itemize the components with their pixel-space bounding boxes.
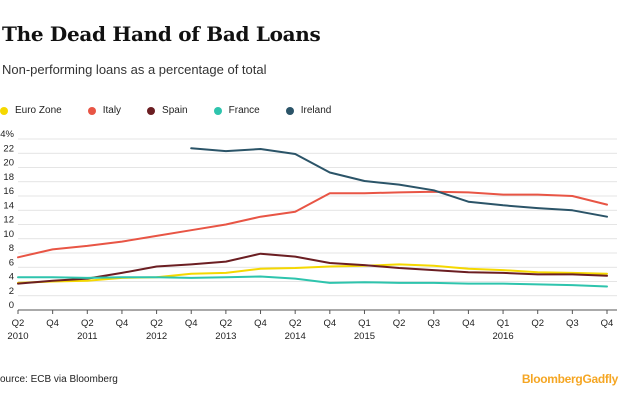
y-tick-label: 12 xyxy=(3,215,14,226)
y-tick-label: 10 xyxy=(3,229,14,240)
chart-title: The Dead Hand of Bad Loans xyxy=(2,22,321,46)
y-tick-label: 16 xyxy=(3,186,14,197)
chart-subtitle: Non-performing loans as a percentage of … xyxy=(2,62,267,77)
x-tick-label: Q3 xyxy=(427,318,440,329)
series-line-euro-zone xyxy=(17,263,608,284)
y-tick-label: 24% xyxy=(0,129,15,140)
legend-item-france: France xyxy=(213,105,260,116)
x-year-label: 2015 xyxy=(354,331,375,342)
brand-logo: BloombergGadfly xyxy=(521,372,618,386)
x-tick-label: Q4 xyxy=(601,318,614,329)
legend-item-italy: Italy xyxy=(87,105,122,116)
x-year-label: 2016 xyxy=(492,331,513,342)
series-line-italy xyxy=(17,190,608,259)
legend-label: Euro Zone xyxy=(15,105,62,116)
legend-item-ireland: Ireland xyxy=(285,105,332,116)
x-tick-label: Q3 xyxy=(566,318,579,329)
legend-item-euro-zone: Euro Zone xyxy=(0,105,62,116)
x-tick-label: Q4 xyxy=(462,318,475,329)
legend-swatch xyxy=(213,106,222,115)
series-line-ireland xyxy=(190,147,608,218)
series-line-spain xyxy=(17,252,608,285)
y-tick-label: 22 xyxy=(3,143,14,154)
x-tick-label: Q2 xyxy=(220,318,233,329)
legend-label: Spain xyxy=(162,105,188,116)
legend-label: France xyxy=(228,105,260,116)
x-tick-label: Q4 xyxy=(323,318,336,329)
legend-item-spain: Spain xyxy=(147,105,188,116)
y-tick-label: 6 xyxy=(9,257,14,268)
y-tick-label: 18 xyxy=(3,172,14,183)
y-tick-label: 4 xyxy=(9,272,14,283)
source-note: ource: ECB via Bloomberg xyxy=(0,374,118,385)
x-tick-label: Q4 xyxy=(185,318,198,329)
x-tick-label: Q2 xyxy=(289,318,302,329)
x-year-label: 2010 xyxy=(7,331,28,342)
x-tick-label: Q2 xyxy=(531,318,544,329)
series-line-france xyxy=(17,275,608,288)
x-tick-label: Q1 xyxy=(358,318,371,329)
y-tick-label: 0 xyxy=(9,300,14,311)
x-tick-label: Q2 xyxy=(150,318,163,329)
legend-swatch xyxy=(147,106,156,115)
y-tick-label: 14 xyxy=(3,200,14,211)
x-year-label: 2012 xyxy=(146,331,167,342)
chart-legend: Euro Zone Italy Spain France Ireland xyxy=(0,105,357,116)
x-tick-label: Q1 xyxy=(497,318,510,329)
x-tick-label: Q2 xyxy=(393,318,406,329)
x-year-label: 2013 xyxy=(215,331,236,342)
legend-label: Ireland xyxy=(300,105,332,116)
x-year-label: 2014 xyxy=(285,331,306,342)
legend-swatch xyxy=(0,106,8,115)
legend-swatch xyxy=(285,106,294,115)
y-tick-label: 8 xyxy=(9,243,14,254)
legend-swatch xyxy=(87,106,96,115)
x-tick-label: Q2 xyxy=(12,318,25,329)
x-year-label: 2011 xyxy=(77,331,97,342)
x-tick-label: Q4 xyxy=(254,318,267,329)
x-tick-label: Q4 xyxy=(116,318,129,329)
x-tick-label: Q2 xyxy=(81,318,94,329)
y-tick-label: 2 xyxy=(9,286,14,297)
legend-label: Italy xyxy=(102,105,122,116)
y-tick-label: 20 xyxy=(3,158,14,169)
x-tick-label: Q4 xyxy=(46,318,59,329)
